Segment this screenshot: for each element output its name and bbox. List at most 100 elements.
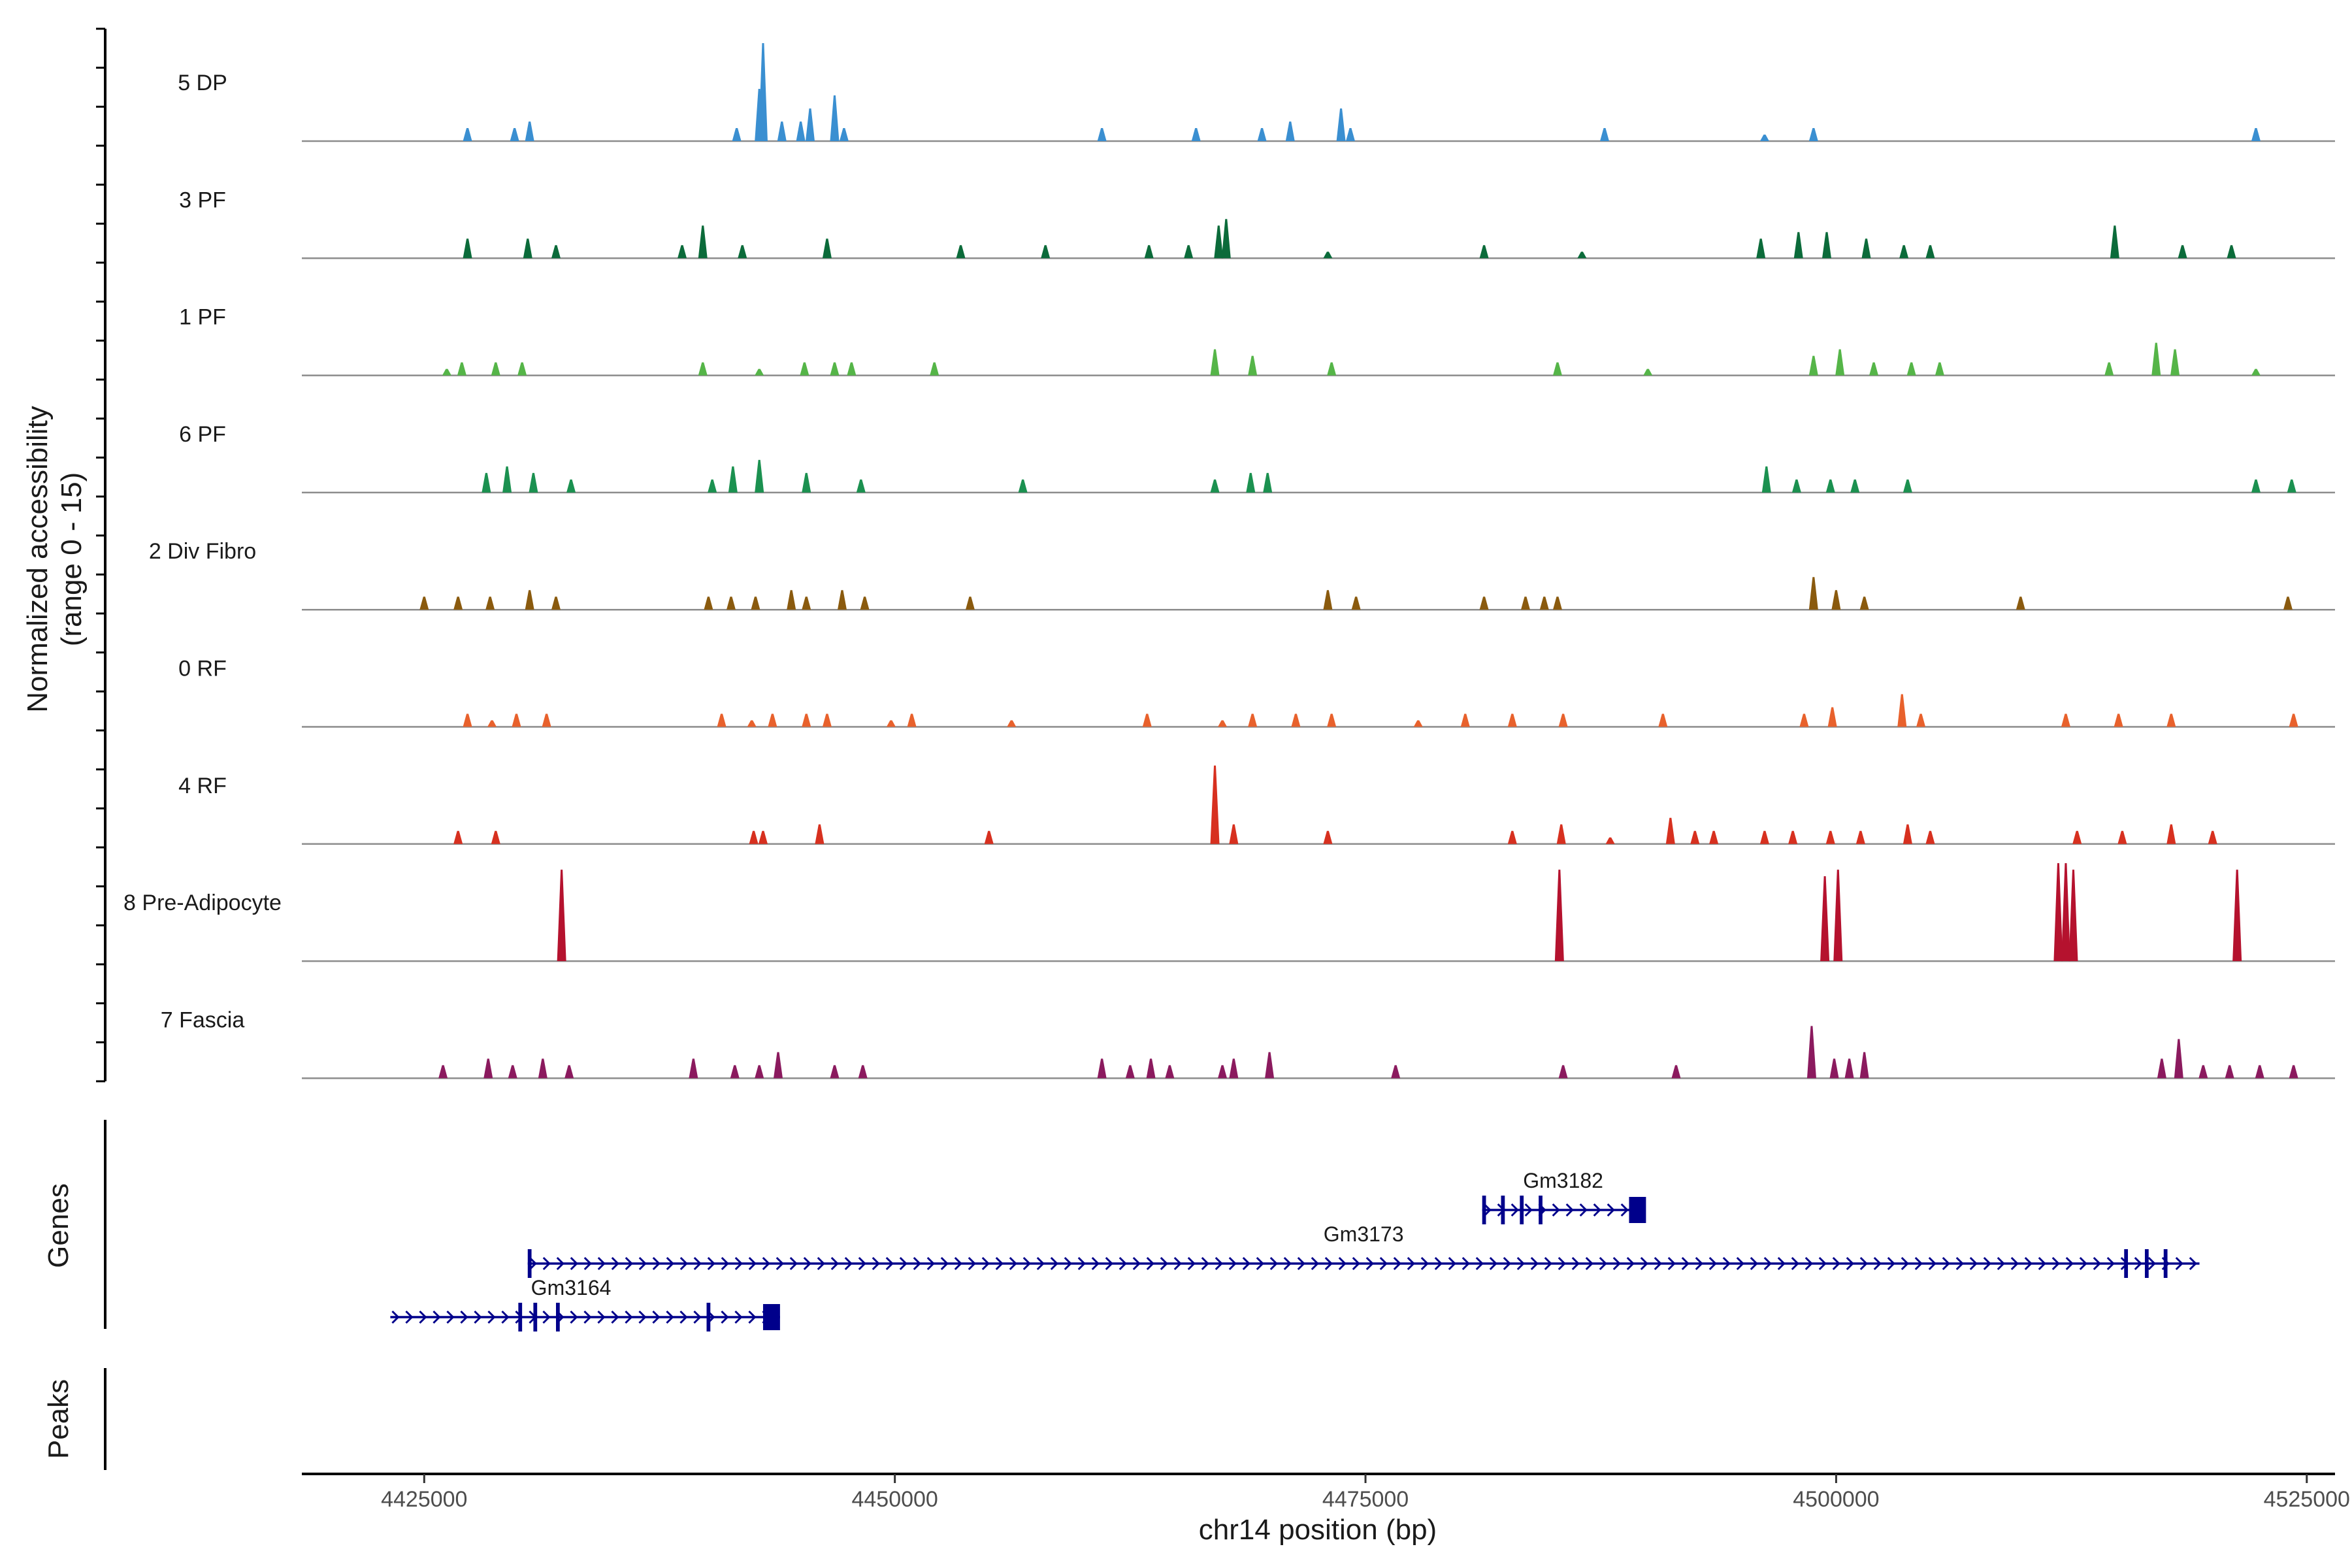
track-5: 2 Div Fibro xyxy=(149,539,2335,611)
coverage-peak xyxy=(689,1058,698,1079)
strand-arrow xyxy=(1269,1256,1278,1271)
coverage-peak xyxy=(1391,1065,1401,1079)
strand-arrow xyxy=(652,1256,661,1271)
coverage-peak xyxy=(2208,830,2217,844)
coverage-peak xyxy=(1806,1026,1816,1079)
strand-arrow xyxy=(1365,1256,1374,1271)
gene-exon xyxy=(2163,1249,2168,1278)
coverage-peak xyxy=(1257,128,1267,141)
track-1: 5 DP xyxy=(178,43,2335,142)
strand-arrow xyxy=(2038,1256,2046,1271)
coverage-peak xyxy=(930,362,939,376)
strand-arrow xyxy=(542,1310,551,1324)
gene-annotations: Gm3182 Gm3173 Gm3164 xyxy=(390,1169,2200,1331)
coverage-peak xyxy=(1144,245,1154,259)
coverage-peak xyxy=(2016,596,2025,610)
strand-arrow xyxy=(803,1256,811,1271)
coverage-peak xyxy=(2287,479,2296,493)
gene-exon xyxy=(527,1249,532,1278)
strand-arrow xyxy=(679,1310,688,1324)
strand-arrow xyxy=(1708,1256,1717,1271)
coverage-peak xyxy=(1229,1058,1239,1079)
strand-arrow xyxy=(1873,1256,1882,1271)
strand-arrow xyxy=(2134,1256,2142,1271)
coverage-peak xyxy=(487,720,497,727)
coverage-peak xyxy=(751,596,760,610)
strand-arrow xyxy=(501,1310,510,1324)
coverage-peak xyxy=(1323,252,1333,259)
strand-arrow xyxy=(734,1256,743,1271)
strand-arrow xyxy=(1818,1256,1827,1271)
strand-arrow xyxy=(1997,1256,2005,1271)
coverage-peak xyxy=(1665,817,1675,844)
coverage-peak xyxy=(822,713,832,727)
strand-arrow xyxy=(1530,1256,1539,1271)
coverage-peak xyxy=(758,830,768,844)
coverage-peak xyxy=(1336,108,1346,141)
strand-arrow xyxy=(1901,1256,1909,1271)
coverage-peak xyxy=(1142,713,1152,727)
gene-Gm3173: Gm3173 xyxy=(527,1222,2200,1278)
coverage-peak xyxy=(1709,830,1719,844)
coverage-peak xyxy=(755,459,764,493)
strand-arrow xyxy=(1503,1256,1511,1271)
x-axis-ticks: 4425000 4450000 4475000 4500000 4525000 xyxy=(381,1474,2350,1512)
strand-arrow xyxy=(2189,1256,2197,1271)
coverage-peak xyxy=(1835,349,1845,376)
coverage-peak xyxy=(2068,870,2078,962)
coverage-peak xyxy=(856,479,866,493)
strand-arrow xyxy=(981,1256,990,1271)
strand-arrow xyxy=(1311,1256,1319,1271)
strand-arrow xyxy=(2106,1256,2115,1271)
strand-arrow xyxy=(1607,1203,1615,1217)
gene-label: Gm3173 xyxy=(1324,1222,1404,1246)
coverage-peak xyxy=(2225,1065,2234,1079)
coverage-peak xyxy=(1833,870,1843,962)
strand-arrow xyxy=(1667,1256,1676,1271)
coverage-peak xyxy=(1323,590,1333,610)
coverage-peak xyxy=(1265,1052,1275,1079)
coverage-peak xyxy=(1246,472,1256,493)
coverage-peak xyxy=(2061,713,2070,727)
strand-arrow xyxy=(570,1256,578,1271)
coverage-peak xyxy=(1756,238,1766,259)
strand-arrow xyxy=(1077,1256,1086,1271)
strand-arrow xyxy=(844,1256,853,1271)
y-axis-title: Normalized accessibility xyxy=(22,406,54,712)
coverage-peak xyxy=(564,1065,574,1079)
coverage-peak xyxy=(802,472,811,493)
strand-arrow xyxy=(638,1310,647,1324)
strand-arrow xyxy=(2079,1256,2087,1271)
strand-arrow xyxy=(1228,1256,1237,1271)
coverage-peak xyxy=(2283,596,2293,610)
strand-arrow xyxy=(1187,1256,1196,1271)
coverage-peak xyxy=(523,238,532,259)
coverage-peak xyxy=(1218,1065,1228,1079)
strand-arrow xyxy=(1750,1256,1758,1271)
coverage-peak xyxy=(1097,128,1107,141)
x-tick-label: 4525000 xyxy=(2264,1487,2350,1512)
coverage-peak xyxy=(1671,1065,1681,1079)
coverage-peak xyxy=(774,1052,783,1079)
gene-exon xyxy=(1482,1196,1486,1224)
coverage-peak xyxy=(1791,479,1801,493)
strand-arrow xyxy=(1407,1256,1415,1271)
coverage-peak xyxy=(419,596,429,610)
strand-arrow xyxy=(762,1256,770,1271)
coverage-peak xyxy=(1643,368,1653,376)
strand-arrow xyxy=(1091,1256,1100,1271)
strand-arrow xyxy=(748,1310,757,1324)
strand-arrow xyxy=(913,1256,921,1271)
coverage-peak xyxy=(510,128,519,141)
strand-arrow xyxy=(679,1256,688,1271)
coverage-peak xyxy=(830,95,840,141)
coverage-peak xyxy=(1248,355,1258,376)
coverage-peak xyxy=(1935,362,1944,376)
track-2: 3 PF xyxy=(179,188,2335,259)
strand-arrow xyxy=(474,1310,482,1324)
gene-exon xyxy=(1539,1196,1543,1224)
coverage-peak xyxy=(1520,596,1530,610)
coverage-peak xyxy=(2251,368,2261,376)
coverage-peak xyxy=(551,596,561,610)
coverage-peak xyxy=(830,1065,840,1079)
